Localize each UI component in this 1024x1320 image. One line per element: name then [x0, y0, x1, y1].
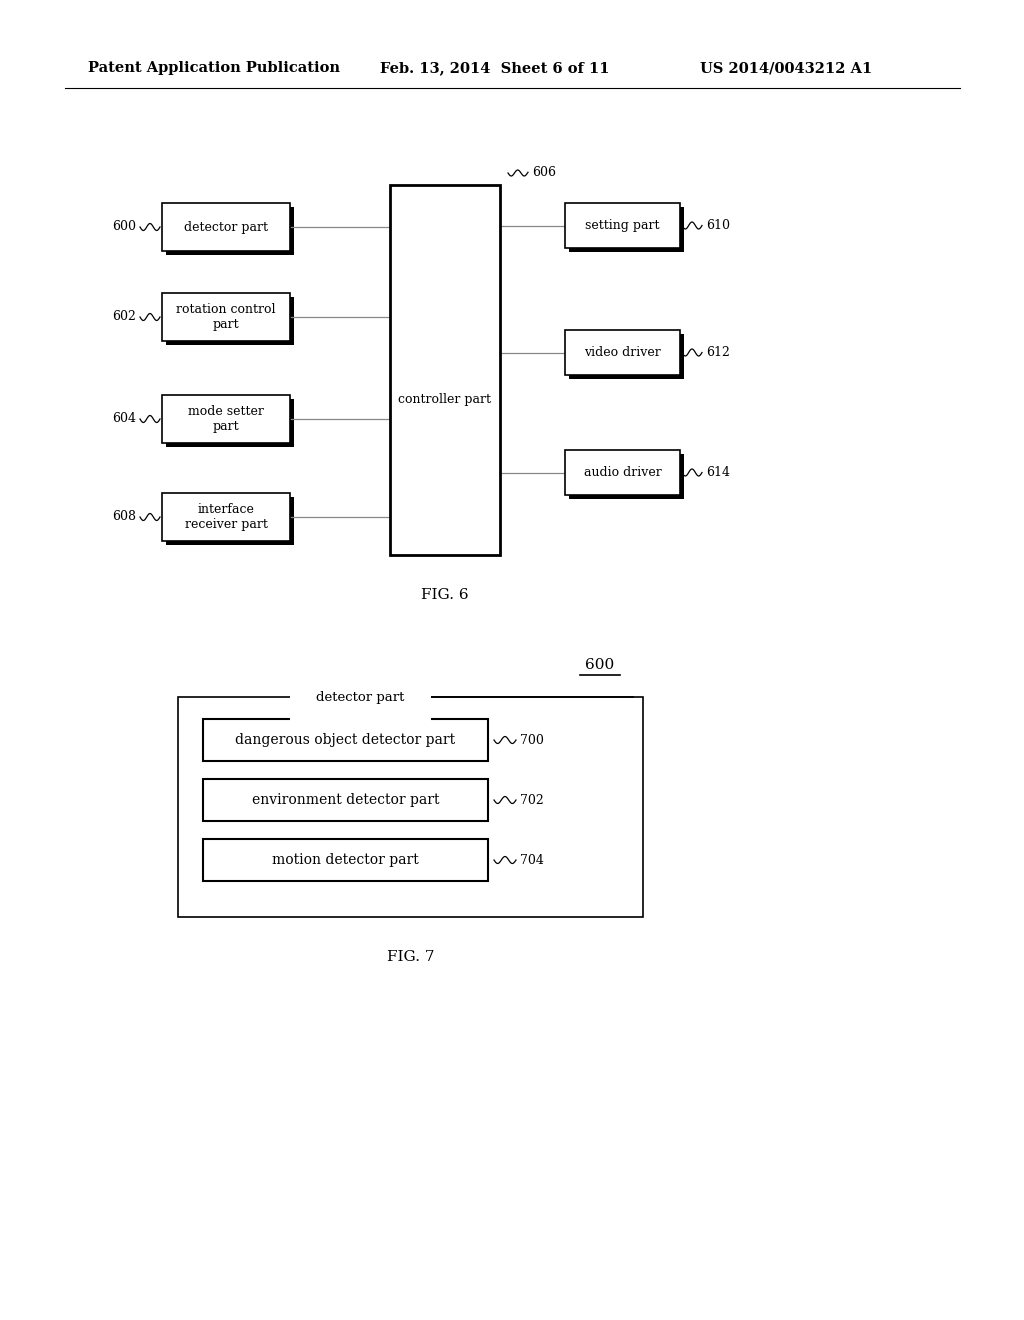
Text: audio driver: audio driver — [584, 466, 662, 479]
Bar — [166, 297, 294, 345]
Bar — [569, 334, 684, 379]
Bar — [208, 843, 493, 886]
Text: interface
receiver part: interface receiver part — [184, 503, 267, 531]
Text: Patent Application Publication: Patent Application Publication — [88, 61, 340, 75]
Text: 602: 602 — [112, 310, 136, 323]
Text: 604: 604 — [112, 412, 136, 425]
Text: controller part: controller part — [398, 393, 492, 407]
Bar — [162, 203, 290, 251]
Bar — [203, 840, 488, 880]
Bar — [162, 293, 290, 341]
Text: FIG. 7: FIG. 7 — [387, 950, 434, 964]
Bar — [569, 454, 684, 499]
Text: mode setter
part: mode setter part — [188, 405, 264, 433]
Bar — [208, 723, 493, 766]
Bar — [178, 697, 643, 917]
Text: 612: 612 — [706, 346, 730, 359]
Bar — [203, 779, 488, 821]
Bar — [166, 399, 294, 447]
Bar — [203, 719, 488, 762]
Bar — [166, 498, 294, 545]
Text: setting part: setting part — [586, 219, 659, 232]
Text: 700: 700 — [520, 734, 544, 747]
Bar — [162, 492, 290, 541]
Text: 600: 600 — [586, 657, 614, 672]
Text: motion detector part: motion detector part — [272, 853, 419, 867]
Text: 600: 600 — [112, 220, 136, 234]
Text: 606: 606 — [532, 166, 556, 180]
Bar — [162, 395, 290, 444]
Text: 608: 608 — [112, 511, 136, 524]
Text: video driver: video driver — [584, 346, 660, 359]
Bar — [565, 450, 680, 495]
Text: Feb. 13, 2014  Sheet 6 of 11: Feb. 13, 2014 Sheet 6 of 11 — [380, 61, 609, 75]
Bar — [569, 207, 684, 252]
Bar — [208, 784, 493, 826]
Bar — [565, 203, 680, 248]
Text: 702: 702 — [520, 793, 544, 807]
Text: 704: 704 — [520, 854, 544, 866]
Text: 610: 610 — [706, 219, 730, 232]
Text: environment detector part: environment detector part — [252, 793, 439, 807]
Text: dangerous object detector part: dangerous object detector part — [236, 733, 456, 747]
Bar — [166, 207, 294, 255]
Text: detector part: detector part — [316, 690, 404, 704]
Text: rotation control
part: rotation control part — [176, 304, 275, 331]
Text: 614: 614 — [706, 466, 730, 479]
Text: FIG. 6: FIG. 6 — [421, 587, 469, 602]
Bar — [390, 185, 500, 554]
Bar — [565, 330, 680, 375]
Text: detector part: detector part — [184, 220, 268, 234]
Text: US 2014/0043212 A1: US 2014/0043212 A1 — [700, 61, 872, 75]
